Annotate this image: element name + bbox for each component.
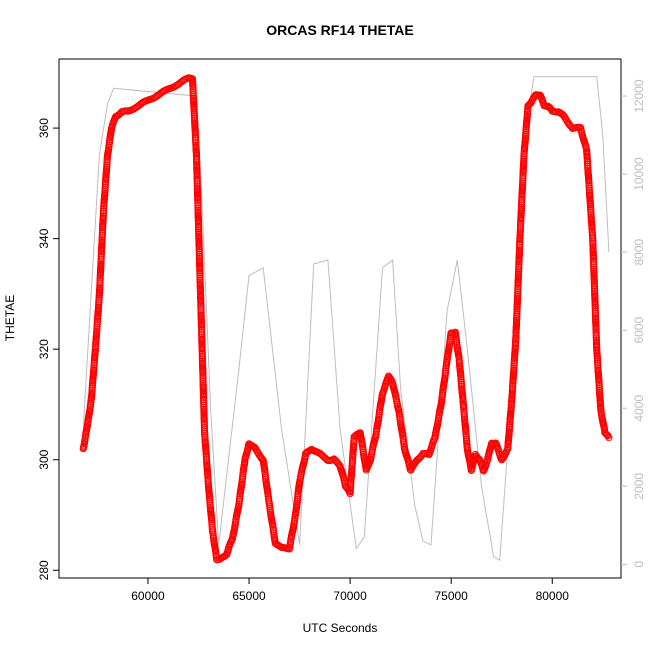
thetae-point [193,177,201,185]
x-tick-label: 60000 [131,589,165,603]
y2-tick-label: 4000 [632,395,646,422]
x-tick-label: 75000 [434,589,468,603]
x-tick-label: 70000 [333,589,367,603]
thetae-series-line [83,78,610,560]
x-tick-label: 80000 [536,589,570,603]
thetae-point [197,304,205,312]
thetae-point [200,398,208,406]
y-axis-left: 280 300 320 340 360 [37,118,59,580]
y2-tick-label: 2000 [632,473,646,500]
plot-frame [58,58,622,579]
y2-tick-label: 8000 [632,239,646,266]
thetae-point [192,153,201,161]
thetae-point [195,248,203,257]
thetae-point [196,270,204,279]
y-tick-label: 300 [37,449,51,469]
thetae-point [241,458,249,466]
y-tick-label: 320 [37,339,51,359]
chart-title: ORCAS RF14 THETAE [266,22,414,38]
thetae-point [301,452,309,460]
y2-tick-label: 10000 [632,157,646,191]
thetae-point [200,400,208,408]
x-axis-label: UTC Seconds [303,621,378,635]
thetae-point [194,201,202,209]
thetae-point [198,350,206,358]
thetae-point [328,456,337,464]
thetae-point [605,434,613,442]
right-axis-series-line [82,76,610,562]
thetae-point [198,328,206,336]
y-axis-label: THETAE [3,295,17,341]
thetae-point [199,374,207,382]
y2-tick-label: 12000 [632,79,646,113]
y2-tick-label: 0 [632,561,646,568]
y2-tick-label: 6000 [632,317,646,344]
thetae-point [196,272,204,281]
thetae-point [589,236,597,244]
y-tick-label: 280 [37,560,51,580]
y-tick-label: 340 [37,228,51,248]
thetae-point [193,179,201,187]
x-axis: 60000 65000 70000 75000 80000 [131,578,569,603]
plot-area [79,74,613,564]
x-tick-label: 65000 [232,589,266,603]
thetae-point [526,100,534,108]
thetae-point [195,225,203,233]
y-tick-label: 360 [37,118,51,138]
y-axis-right: 0 2000 4000 6000 8000 10000 12000 [621,79,646,568]
